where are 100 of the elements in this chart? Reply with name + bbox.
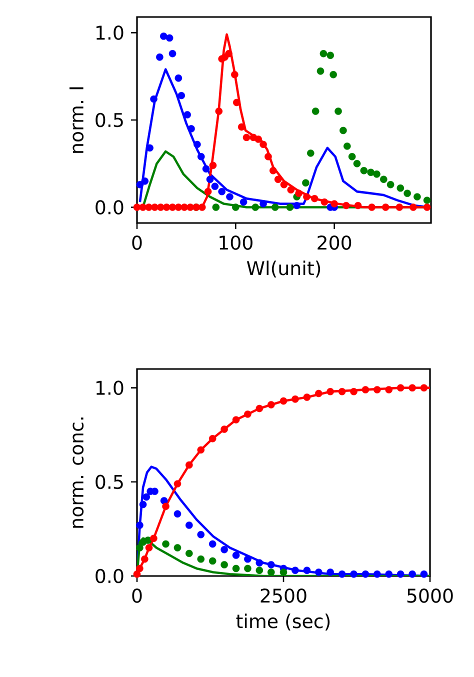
point <box>315 390 322 398</box>
point <box>208 557 216 565</box>
point <box>212 204 220 211</box>
point <box>231 70 238 78</box>
point <box>350 570 358 578</box>
point <box>136 544 144 552</box>
point <box>220 426 228 433</box>
x-axis-title: time (sec) <box>236 614 330 631</box>
point <box>267 568 275 576</box>
y-tick-label: 1.0 <box>96 26 124 40</box>
point <box>260 200 267 208</box>
y-tick-label: 0.0 <box>96 568 124 584</box>
point <box>420 570 428 578</box>
point <box>256 559 264 566</box>
point <box>423 204 431 211</box>
point <box>198 204 206 211</box>
y-tick-label: 1.0 <box>96 380 124 395</box>
point <box>174 544 182 552</box>
x-tick-label: 5000 <box>407 588 453 603</box>
point <box>232 552 240 559</box>
point <box>215 108 223 115</box>
point <box>367 168 374 176</box>
point <box>220 546 228 554</box>
point <box>343 142 351 150</box>
point <box>330 200 338 208</box>
point <box>168 50 176 58</box>
point <box>145 544 153 552</box>
point <box>312 108 320 115</box>
point <box>197 152 205 160</box>
x-tick-label: 0 <box>132 588 142 603</box>
point <box>302 179 310 186</box>
x-tick-label: 0 <box>132 236 142 250</box>
point <box>338 388 346 396</box>
point <box>141 555 148 563</box>
point <box>197 530 205 538</box>
point <box>162 502 170 510</box>
point <box>293 202 300 210</box>
point <box>334 108 342 115</box>
point <box>188 125 195 132</box>
point <box>295 190 302 197</box>
point <box>194 140 201 148</box>
point <box>326 388 334 396</box>
point <box>232 564 240 572</box>
point <box>197 555 205 563</box>
point <box>280 397 288 405</box>
point <box>410 204 417 211</box>
point <box>350 388 358 396</box>
point <box>264 152 272 160</box>
point <box>244 564 252 572</box>
point <box>354 202 362 210</box>
point <box>232 416 240 424</box>
point <box>256 566 264 574</box>
point <box>150 534 158 542</box>
point <box>232 98 240 106</box>
x-tick-label: 100 <box>220 236 252 250</box>
point <box>269 166 277 174</box>
point <box>326 52 334 60</box>
point <box>385 570 393 578</box>
point <box>162 540 170 548</box>
point <box>133 570 141 578</box>
point <box>208 434 216 442</box>
point <box>150 95 158 103</box>
point <box>287 186 295 194</box>
point <box>342 202 350 210</box>
point <box>244 555 252 563</box>
point <box>256 404 264 412</box>
point <box>382 204 390 211</box>
point <box>242 134 250 142</box>
point <box>280 180 288 188</box>
point <box>267 561 275 568</box>
point <box>174 74 182 82</box>
point <box>396 570 404 578</box>
y-tick-label: 0.0 <box>96 200 124 214</box>
point <box>303 566 311 574</box>
point <box>408 384 416 392</box>
point <box>136 180 144 188</box>
point <box>353 160 361 168</box>
x-tick-label: 200 <box>318 236 352 250</box>
point <box>166 34 174 42</box>
point <box>209 162 217 170</box>
point <box>139 500 147 508</box>
point <box>144 536 152 544</box>
point <box>174 480 182 488</box>
point <box>141 177 149 185</box>
point <box>197 446 205 454</box>
point <box>386 180 394 188</box>
point <box>280 568 288 576</box>
point <box>380 176 388 184</box>
point <box>385 386 393 394</box>
point <box>208 540 216 548</box>
point <box>320 198 328 206</box>
point <box>225 50 232 58</box>
point <box>408 570 416 578</box>
point <box>226 193 234 200</box>
point <box>174 510 182 518</box>
point <box>185 550 193 558</box>
point <box>373 570 381 578</box>
point <box>252 204 260 211</box>
point <box>303 193 310 200</box>
point <box>420 384 428 392</box>
